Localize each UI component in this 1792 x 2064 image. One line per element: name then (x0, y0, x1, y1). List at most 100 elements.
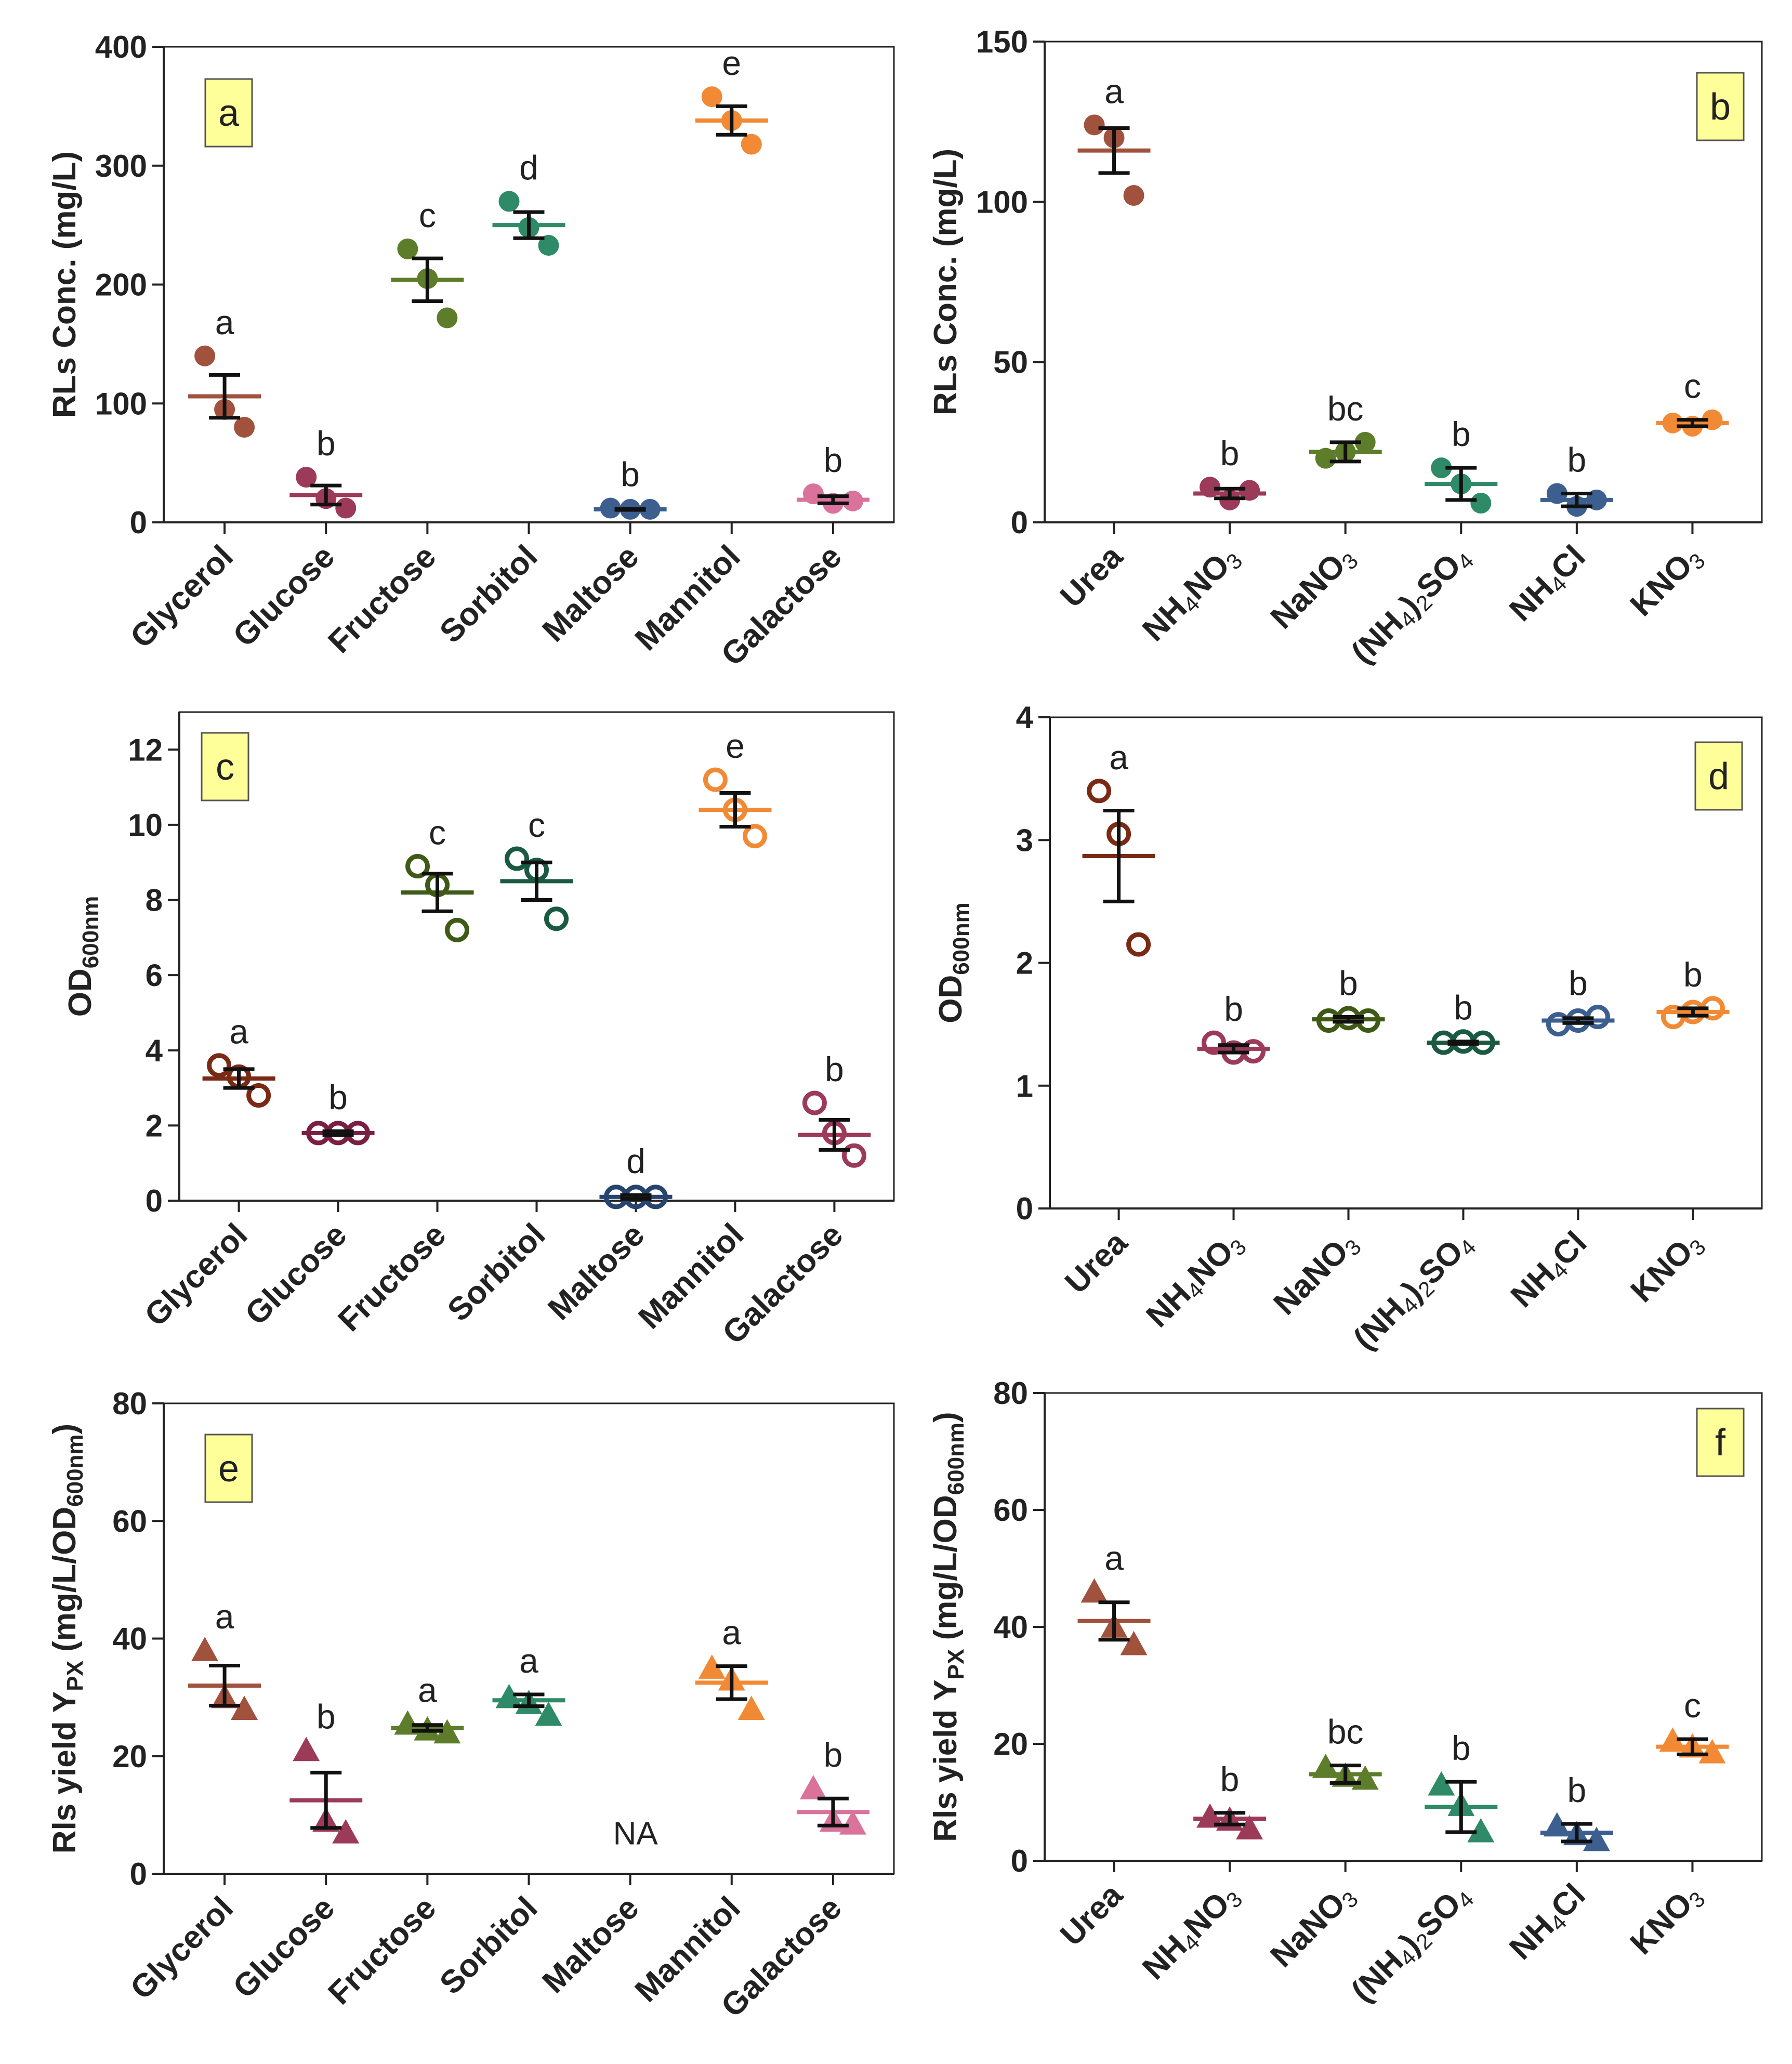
significance-letter: b (317, 1697, 336, 1736)
panel-e: 0 20 40 60 80 Rls yield YPX (mg/L/OD600nm) e Gl… (47, 1386, 895, 2024)
data-point (741, 134, 762, 155)
x-tick-label: Fructose (331, 1217, 453, 1338)
significance-letter: b (825, 1050, 844, 1088)
significance-letter: a (519, 1641, 538, 1680)
panel-badge (204, 1434, 253, 1503)
data-point (742, 824, 767, 849)
y-axis-label: Rls yield YPX (mg/L/OD600nm) (47, 1424, 88, 1853)
x-tick-label: Urea (1053, 1877, 1130, 1953)
x-tick-label-part: NaNO (1267, 1233, 1355, 1322)
y-tick-label: 400 (95, 30, 147, 64)
significance-letter: c (528, 806, 545, 844)
data-point (234, 417, 255, 438)
y-tick-label: 0 (1016, 1191, 1033, 1226)
y-tick-label: 40 (112, 1622, 147, 1657)
y-axis-label-part: RLs Conc. (mg/L) (47, 151, 83, 418)
y-tick-label: 150 (976, 24, 1028, 59)
data-point (799, 1774, 827, 1799)
plot-frame (1044, 1392, 1763, 1862)
y-axis-label-part: 600nm (943, 1423, 969, 1495)
significance-letter: e (726, 727, 745, 765)
data-point (1351, 1765, 1379, 1790)
x-tick-label-part: Urea (1053, 538, 1130, 615)
panel-badge (201, 732, 249, 801)
data-point (332, 1819, 360, 1844)
y-tick-label: 200 (95, 268, 147, 303)
significance-letter: b (1224, 990, 1243, 1028)
data-point (1470, 493, 1492, 514)
panel-badge-letter: e (218, 1448, 239, 1490)
significance-letter: b (824, 441, 843, 479)
significance-letter: d (519, 148, 538, 187)
data-point (1126, 932, 1151, 957)
significance-letter: b (1567, 441, 1587, 479)
significance-letter: b (1454, 989, 1473, 1027)
y-axis-label: RLs Conc. (mg/L) (928, 149, 964, 415)
panel-badge-letter: d (1708, 756, 1729, 797)
data-point (802, 1090, 827, 1115)
significance-letter: b (1220, 434, 1240, 472)
significance-letter: b (1220, 1760, 1240, 1798)
significance-letter: a (418, 1671, 437, 1710)
data-point (437, 307, 458, 328)
panel-d: 0 1 2 3 4 OD600nm d Urea a NH4NO3 b NaNO3 b (NH4)2SO4… (933, 700, 1763, 1359)
y-tick-label: 10 (128, 808, 163, 843)
y-axis-label: Rls yield YPX (mg/L/OD600nm) (928, 1412, 969, 1842)
panel-b: 0 50 100 150 RLs Conc. (mg/L) b Urea a NH4NO3 b Na… (928, 24, 1763, 673)
x-tick-label: NH4NO3 (1136, 1877, 1247, 1988)
panel-badge-letter: f (1715, 1422, 1726, 1464)
data-point (445, 917, 470, 942)
significance-letter: b (1683, 955, 1703, 994)
significance-letter: b (1339, 964, 1358, 1002)
significance-letter: c (429, 813, 446, 851)
panel-badge-letter: b (1710, 86, 1731, 128)
y-axis-label-part: Rls yield Y (928, 1679, 964, 1842)
significance-letter: b (328, 1078, 348, 1116)
significance-letter: b (317, 424, 336, 463)
significance-letter: b (824, 1736, 843, 1774)
data-point (1087, 779, 1112, 804)
data-point (1431, 457, 1452, 479)
data-point (698, 1654, 726, 1679)
plot-frame (178, 711, 895, 1202)
x-tick-label: Glycerol (138, 1217, 254, 1333)
x-tick-label: KNO3 (1624, 1225, 1710, 1311)
plot-frame (1044, 41, 1763, 523)
panel-badge (1696, 72, 1745, 141)
data-point (1467, 1818, 1495, 1843)
y-tick-label: 1 (1016, 1069, 1033, 1103)
y-tick-label: 2 (1016, 946, 1033, 981)
x-tick-label: (NH4)2SO4 (1347, 1225, 1481, 1359)
data-point (194, 345, 216, 366)
x-tick-label: NH4Cl (1503, 538, 1594, 630)
x-tick-label: Fructose (321, 538, 443, 660)
y-axis-label-part: ) (47, 1424, 83, 1435)
y-tick-label: 2 (146, 1108, 163, 1143)
na-label: NA (613, 1816, 658, 1851)
x-tick-label: NaNO3 (1263, 538, 1363, 638)
significance-letter: c (1684, 367, 1701, 405)
x-tick-label: NaNO3 (1267, 1225, 1366, 1324)
data-point (1698, 1739, 1726, 1764)
significance-letter: b (1452, 1729, 1471, 1767)
x-tick-label: (NH4)2SO4 (1345, 538, 1479, 673)
significance-letter: a (215, 303, 234, 341)
data-point (397, 238, 418, 259)
y-tick-label: 3 (1016, 823, 1033, 858)
significance-letter: a (229, 1013, 248, 1051)
significance-letter: d (626, 1142, 645, 1180)
y-tick-label: 0 (130, 1857, 147, 1891)
y-tick-label: 20 (112, 1739, 147, 1774)
y-tick-label: 40 (993, 1610, 1028, 1645)
data-point (538, 235, 559, 256)
significance-letter: b (1567, 1771, 1587, 1809)
data-point (1202, 1030, 1227, 1055)
data-point (544, 906, 569, 931)
y-tick-label: 60 (112, 1504, 147, 1539)
data-point (1354, 431, 1376, 453)
y-axis-label-part: 600nm (78, 896, 103, 968)
data-point (701, 86, 722, 108)
data-point (433, 1719, 461, 1744)
y-tick-label: 20 (993, 1727, 1028, 1761)
x-tick-label: Fructose (321, 1890, 443, 2012)
